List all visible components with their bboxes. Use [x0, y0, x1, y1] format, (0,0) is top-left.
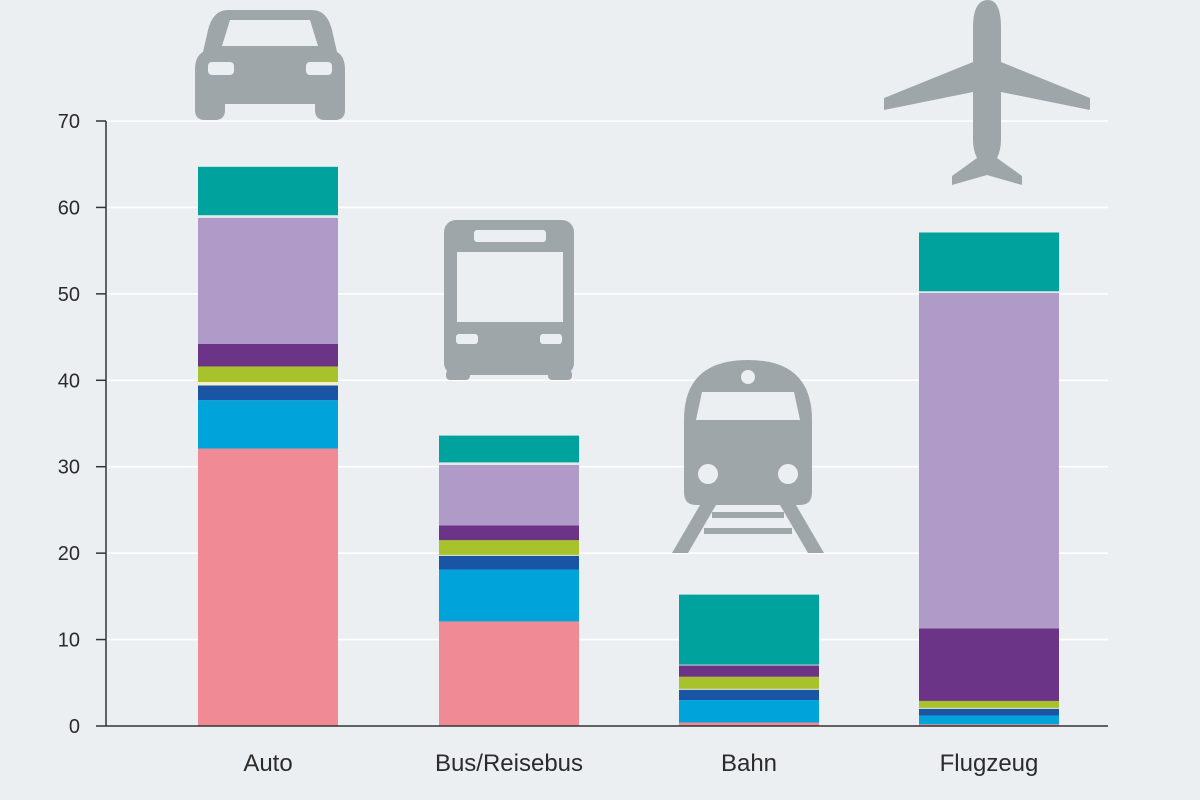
y-tick-label: 30 — [58, 457, 80, 479]
y-tick-label: 60 — [58, 197, 80, 219]
bar-segment — [439, 462, 579, 465]
bar-segment — [919, 232, 1059, 292]
bar-segment — [198, 166, 338, 216]
bars — [198, 166, 1059, 726]
bar-segment — [439, 464, 579, 526]
bar-segment — [198, 448, 338, 726]
bar-segment — [679, 594, 819, 665]
bar-segment — [439, 540, 579, 555]
bar-segment — [919, 724, 1059, 726]
y-tick-label: 10 — [58, 630, 80, 652]
airplane-icon — [884, 0, 1090, 185]
y-tick-label: 50 — [58, 284, 80, 306]
bar-segment — [679, 700, 819, 723]
bar-segment — [679, 688, 819, 690]
bar-segment — [919, 291, 1059, 293]
bar-segment — [198, 343, 338, 367]
bar-segment — [439, 555, 579, 570]
x-tick-label: Auto — [243, 750, 292, 777]
bar-segment — [198, 366, 338, 383]
bus-icon — [444, 220, 574, 380]
bar-segment — [919, 700, 1059, 708]
bar-segment — [919, 292, 1059, 629]
bar-segment — [198, 385, 338, 401]
bar-segment — [919, 707, 1059, 709]
bar-segment — [198, 215, 338, 218]
bar-segment — [198, 400, 338, 449]
y-tick-label: 20 — [58, 543, 80, 565]
x-tick-label: Bahn — [721, 750, 777, 777]
bar-segment — [439, 621, 579, 726]
bar-segment — [198, 382, 338, 386]
bar-segment — [439, 525, 579, 541]
bar-segment — [679, 689, 819, 701]
bar-segment — [439, 554, 579, 556]
bar-segment — [679, 722, 819, 726]
bar-segment — [439, 435, 579, 463]
bar-segment — [919, 708, 1059, 716]
bar-segment — [439, 569, 579, 622]
bar-segment — [919, 628, 1059, 701]
car-icon — [195, 10, 345, 120]
bar-segment — [919, 715, 1059, 725]
x-tick-label: Bus/Reisebus — [435, 750, 583, 777]
bar-segment — [679, 665, 819, 677]
y-tick-label: 70 — [58, 111, 80, 133]
x-tick-label: Flugzeug — [940, 750, 1039, 777]
bar-segment — [198, 217, 338, 344]
y-tick-label: 40 — [58, 370, 80, 392]
bar-segment — [679, 676, 819, 689]
y-ticks: 0 10 20 30 40 50 60 70 — [58, 111, 106, 738]
y-tick-label: 0 — [69, 716, 80, 738]
bar-segment — [679, 664, 819, 666]
x-tick-labels: Auto Bus/Reisebus Bahn Flugzeug — [243, 750, 1038, 777]
train-icon — [672, 360, 824, 553]
